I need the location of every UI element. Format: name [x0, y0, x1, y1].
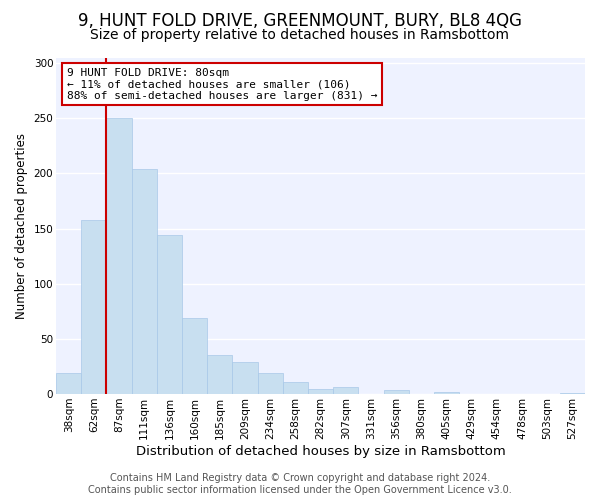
Bar — [131, 169, 157, 394]
Text: 9 HUNT FOLD DRIVE: 80sqm
← 11% of detached houses are smaller (106)
88% of semi-: 9 HUNT FOLD DRIVE: 80sqm ← 11% of detach… — [67, 68, 377, 101]
Bar — [56, 373, 81, 394]
Bar — [308, 388, 333, 394]
Bar — [383, 390, 409, 394]
Bar — [81, 220, 106, 394]
Bar — [283, 382, 308, 394]
Text: Size of property relative to detached houses in Ramsbottom: Size of property relative to detached ho… — [91, 28, 509, 42]
Text: 9, HUNT FOLD DRIVE, GREENMOUNT, BURY, BL8 4QG: 9, HUNT FOLD DRIVE, GREENMOUNT, BURY, BL… — [78, 12, 522, 30]
Bar — [560, 393, 585, 394]
X-axis label: Distribution of detached houses by size in Ramsbottom: Distribution of detached houses by size … — [136, 444, 505, 458]
Y-axis label: Number of detached properties: Number of detached properties — [15, 133, 28, 319]
Text: Contains HM Land Registry data © Crown copyright and database right 2024.
Contai: Contains HM Land Registry data © Crown c… — [88, 474, 512, 495]
Bar — [207, 356, 232, 394]
Bar — [333, 388, 358, 394]
Bar — [257, 373, 283, 394]
Bar — [157, 235, 182, 394]
Bar — [434, 392, 459, 394]
Bar — [182, 318, 207, 394]
Bar — [232, 362, 257, 394]
Bar — [106, 118, 131, 394]
